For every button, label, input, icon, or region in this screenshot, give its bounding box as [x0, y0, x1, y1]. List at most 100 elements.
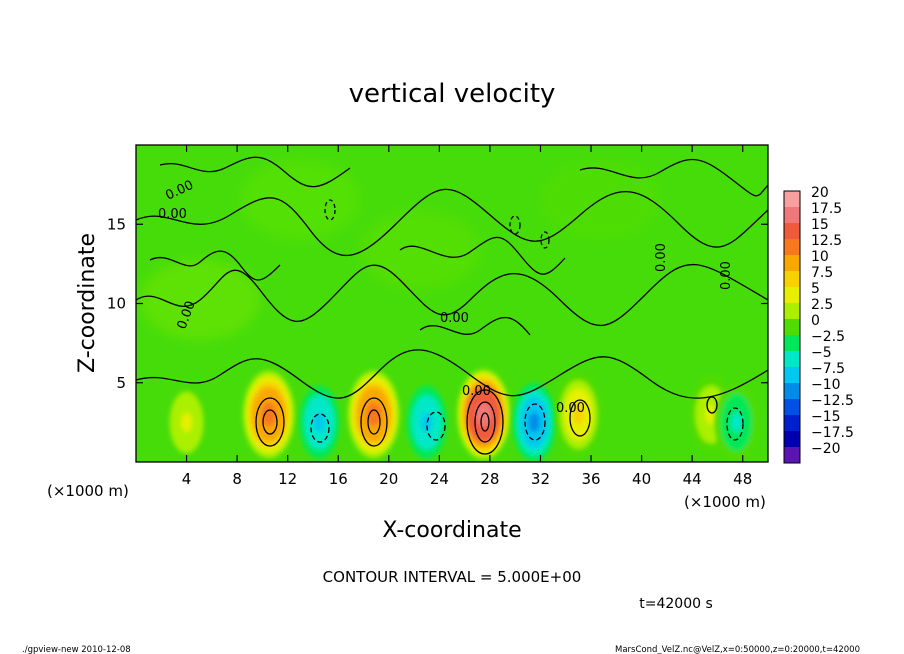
colorbar-label: 20 [811, 185, 829, 201]
y-tick-label: 15 [107, 215, 126, 233]
contour-label: 0.00 [654, 243, 669, 272]
colorbar-label: 2.5 [811, 297, 833, 313]
velocity-cell [243, 370, 295, 459]
x-tick-label: 32 [531, 470, 550, 488]
colorbar-label: −12.5 [811, 393, 854, 409]
contour-line [706, 396, 718, 414]
x-tick-label: 24 [430, 470, 449, 488]
contour-line [480, 412, 490, 432]
colorbar-segment [784, 303, 800, 320]
contour-line [310, 413, 330, 443]
footer-right: MarsCond_VelZ.nc@VelZ,x=0:50000,z=0:2000… [615, 645, 860, 654]
colorbar-segment [784, 223, 800, 240]
colorbar-segment [784, 191, 800, 208]
velocity-level [528, 412, 540, 433]
x-tick-label: 36 [581, 470, 600, 488]
colorbar-label: −15 [811, 409, 841, 425]
velocity-cell [714, 382, 759, 462]
contour-line [419, 317, 531, 336]
colorbar-segment [784, 383, 800, 400]
colorbar-label: 15 [811, 217, 829, 233]
contour-label: 0.00 [440, 311, 469, 326]
colorbar-label: 0 [811, 313, 820, 329]
colorbar-segment [784, 335, 800, 352]
x-tick-label: 20 [379, 470, 398, 488]
contour-line [324, 199, 336, 221]
y-axis-label: Z-coordinate [75, 233, 100, 373]
colorbar-segment [784, 271, 800, 288]
x-axis: 4 8 12 16 20 24 28 32 36 40 44 48 [182, 145, 752, 488]
x-axis-label: X-coordinate [382, 518, 521, 543]
colorbar-segment [784, 351, 800, 368]
colorbar-label: −10 [811, 377, 841, 393]
colorbar-segment [784, 287, 800, 304]
velocity-cell [512, 382, 556, 462]
x-tick-label: 40 [632, 470, 651, 488]
velocity-cell [406, 385, 447, 459]
x-tick-label: 48 [733, 470, 752, 488]
contour-label: 0.00 [462, 384, 491, 399]
x-tick-label: 16 [329, 470, 348, 488]
time-text: t=42000 s [639, 596, 713, 612]
contour-lines [136, 156, 768, 455]
contour-line [136, 349, 768, 399]
colorbar-segment [784, 207, 800, 224]
contour-line [159, 156, 351, 188]
colorbar-segment [784, 239, 800, 256]
velocity-level [572, 404, 584, 425]
contour-line [149, 250, 281, 281]
colorbar-label: 12.5 [811, 233, 842, 249]
contour-line [540, 231, 550, 249]
x-tick-label: 4 [182, 470, 192, 488]
chart-title: vertical velocity [349, 79, 556, 109]
colorbar: 2017.51512.5107.552.50−2.5−5−7.5−10−12.5… [783, 185, 854, 464]
velocity-level [261, 402, 277, 427]
contour-line [367, 409, 381, 435]
footer-left: ./gpview-new 2010-12-08 [22, 645, 131, 654]
x-tick-label: 28 [480, 470, 499, 488]
contour-line [726, 407, 744, 441]
contour-line [136, 188, 768, 257]
velocity-level [181, 412, 193, 433]
colorbar-label: −5 [811, 345, 832, 361]
contour-line [509, 215, 521, 235]
colorbar-segment [784, 255, 800, 272]
y-tick-label: 5 [116, 374, 126, 392]
colorbar-label: −20 [811, 441, 841, 457]
colorbar-label: −17.5 [811, 425, 854, 441]
y-tick-label: 10 [107, 295, 126, 313]
contour-line [426, 411, 446, 441]
x-unit-left: (×1000 m) [47, 482, 129, 500]
velocity-level [365, 402, 382, 427]
contour-line [255, 397, 285, 447]
contour-line [474, 401, 496, 443]
velocity-cell [347, 370, 400, 459]
colorbar-frame [783, 190, 801, 464]
field-patch [360, 210, 480, 290]
colorbar-label: 5 [811, 281, 820, 297]
contour-line [569, 399, 591, 437]
contour-label: 0.00 [556, 401, 585, 416]
colorbar-segment [784, 367, 800, 384]
colorbar-label: 10 [811, 249, 829, 265]
contour-line [579, 158, 768, 197]
colorbar-segment [784, 319, 800, 336]
velocity-level [421, 412, 433, 433]
contour-line [262, 409, 278, 435]
velocity-level [313, 412, 325, 433]
x-tick-label: 12 [278, 470, 297, 488]
y-axis: 5 10 15 [107, 215, 768, 392]
contour-label: 0.00 [158, 207, 187, 222]
velocity-cell [555, 372, 602, 457]
x-tick-label: 44 [683, 470, 702, 488]
contour-line [136, 263, 768, 327]
contour-line [399, 236, 566, 275]
velocity-cell [169, 391, 204, 454]
colorbar-segment [784, 431, 800, 448]
contour-line [524, 403, 546, 441]
velocity-cell [299, 385, 340, 459]
colorbar-segment [784, 399, 800, 416]
field-patch [240, 160, 360, 240]
contour-interval-text: CONTOUR INTERVAL = 5.000E+00 [323, 568, 582, 586]
colorbar-segment [784, 415, 800, 432]
